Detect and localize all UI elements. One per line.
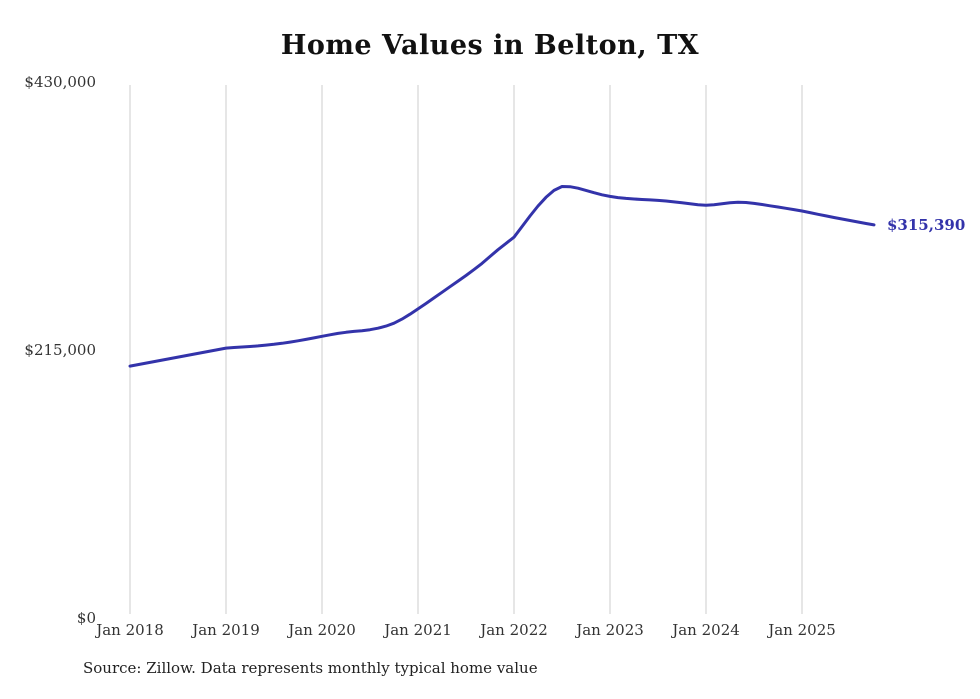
y-tick-label: $430,000 <box>24 73 96 91</box>
x-tick-label: Jan 2023 <box>574 621 644 639</box>
chart-title: Home Values in Belton, TX <box>280 30 700 61</box>
source-note: Source: Zillow. Data represents monthly … <box>83 659 538 677</box>
x-tick-label: Jan 2024 <box>670 621 740 639</box>
x-tick-label: Jan 2022 <box>478 621 548 639</box>
x-tick-label: Jan 2020 <box>286 621 356 639</box>
line-chart: Jan 2018 Jan 2019 Jan 2020 Jan 2021 Jan 2022… <box>24 73 965 639</box>
x-tick-label: Jan 2021 <box>382 621 452 639</box>
y-tick-label: $0 <box>77 609 96 627</box>
y-tick-label: $215,000 <box>24 341 96 359</box>
x-tick-label: Jan 2019 <box>190 621 260 639</box>
x-tick-label: Jan 2025 <box>766 621 836 639</box>
x-tick-label: Jan 2018 <box>94 621 164 639</box>
home-value-line <box>128 185 876 368</box>
end-value-label: $315,390 <box>887 216 965 234</box>
